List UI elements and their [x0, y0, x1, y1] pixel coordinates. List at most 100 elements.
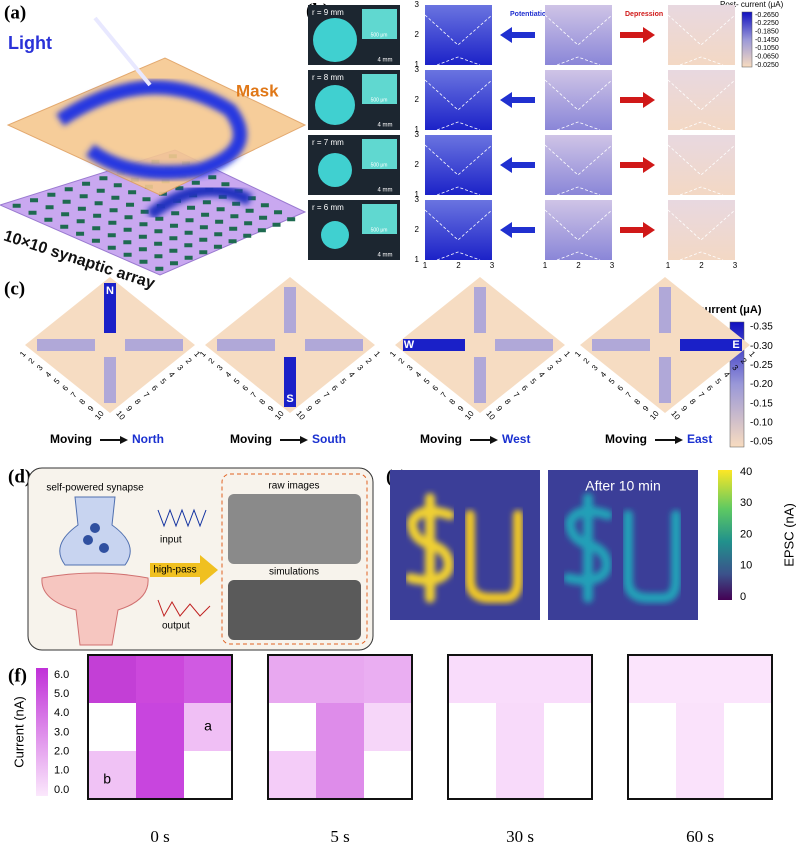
x-tick-label: 2 [456, 261, 461, 270]
panel-frame [627, 654, 773, 800]
moving-arrowhead [675, 436, 683, 444]
heatmap [425, 135, 492, 195]
axis-tick-label: 7 [249, 390, 259, 400]
guide [436, 186, 481, 196]
synapse-cell [28, 210, 37, 215]
mask-pattern [56, 80, 247, 180]
sample [321, 221, 349, 249]
axis-tick-label: 3 [35, 363, 45, 373]
axis-tick-label: 6 [705, 384, 715, 394]
moving-label: Moving [420, 432, 462, 446]
x-tick-label: 2 [576, 261, 581, 270]
time-label: 0 s [150, 827, 169, 846]
axis-tick-label: 4 [722, 370, 732, 380]
axis-tick-label: 8 [633, 397, 643, 407]
axis-tick-label: 5 [528, 377, 538, 387]
raw-image [228, 494, 361, 564]
synapse-cell [221, 182, 230, 187]
axis-tick-label: 5 [158, 377, 168, 387]
synapse-cell [45, 205, 54, 210]
postsynapse [41, 572, 149, 646]
cell [88, 655, 136, 703]
output-wave [157, 599, 211, 618]
synapse-cell [202, 200, 211, 205]
cell [88, 703, 136, 751]
cell [364, 751, 412, 799]
synapse-cell [184, 230, 193, 235]
axis-tick-label: 9 [86, 404, 96, 414]
synapse-cell [113, 183, 122, 188]
arrow [500, 27, 535, 43]
axis-tick-label: 5 [607, 376, 617, 386]
axis-tick-label: 4 [599, 370, 609, 380]
inset [362, 9, 397, 39]
photo-scale: 4 mm [378, 58, 393, 64]
synapse-cell [199, 250, 208, 255]
axis-tick-label: 2 [739, 356, 749, 366]
direction-letter: W [404, 339, 415, 351]
axis-tick-label: 6 [431, 383, 441, 393]
colorbar-tick-label: -0.20 [750, 379, 773, 390]
colorbar-tick-label: -0.1050 [755, 45, 779, 52]
axis-tick-label: 3 [175, 363, 185, 373]
y-tick-label: 1 [415, 60, 420, 69]
colorbar-tick-label: 5.0 [54, 688, 69, 700]
moving-arrowhead [490, 436, 498, 444]
axis-tick-label: 7 [141, 390, 151, 400]
axis-tick-label: 9 [304, 404, 314, 414]
synapse-cell [216, 207, 225, 212]
colorbar-tick-label: -0.10 [750, 417, 773, 428]
axis-tick-label: 7 [696, 390, 706, 400]
y-tick-label: 1 [415, 190, 420, 199]
axis-tick-label: 8 [133, 397, 143, 407]
inset [362, 74, 397, 104]
vesicle [99, 543, 109, 553]
colorbar-tick-label: -0.30 [750, 341, 773, 352]
synapse-cell [259, 215, 268, 220]
axis-tick-label: 4 [347, 370, 357, 380]
y-tick-label: 2 [415, 30, 420, 39]
axis-tick-label: 6 [241, 383, 251, 393]
synapse-cell [243, 233, 252, 238]
synapse-cell [139, 222, 148, 227]
cell [724, 655, 772, 703]
synapse-cell [91, 238, 100, 243]
direction-label: South [312, 432, 346, 446]
synapse-cell [175, 186, 184, 191]
x-tick-label: 2 [699, 261, 704, 270]
synapse-cell [92, 226, 101, 231]
light-pattern [146, 184, 253, 220]
colorbar-tick-label: 40 [740, 466, 752, 478]
colorbar-tick-label: 1.0 [54, 765, 69, 777]
axis-tick-label: 7 [439, 390, 449, 400]
synapse-cell [76, 231, 85, 236]
synapse-cell [245, 208, 254, 213]
synapse-cell [47, 192, 56, 197]
synapse-cell [213, 244, 222, 249]
time-label: 30 s [506, 827, 534, 846]
cell [544, 751, 592, 799]
inset [362, 204, 397, 234]
axis-tick-label: 7 [624, 390, 634, 400]
y-tick-label: 3 [415, 65, 420, 74]
cell [724, 703, 772, 751]
y-tick-label: 1 [415, 125, 420, 134]
axis-tick-label: 3 [730, 363, 740, 373]
axis-tick-label: 8 [78, 397, 88, 407]
heatmap [545, 70, 612, 130]
axis-tick-label: 6 [520, 384, 530, 394]
axis-tick-label: 5 [338, 377, 348, 387]
colorbar-tick-label: -0.25 [750, 360, 773, 371]
cell [184, 751, 232, 799]
cell [496, 751, 544, 799]
simulation-image [228, 580, 361, 640]
cell [88, 751, 136, 799]
moving-label: Moving [50, 432, 92, 446]
colorbar-tick-label: 0 [740, 591, 746, 603]
inset-scale: 500 μm [371, 162, 388, 168]
mask-label: Mask [236, 81, 279, 100]
synapse-cell [199, 225, 208, 230]
light-label: Light [8, 33, 52, 53]
moving-arrowhead [120, 436, 128, 444]
synapse-cell [154, 254, 163, 259]
